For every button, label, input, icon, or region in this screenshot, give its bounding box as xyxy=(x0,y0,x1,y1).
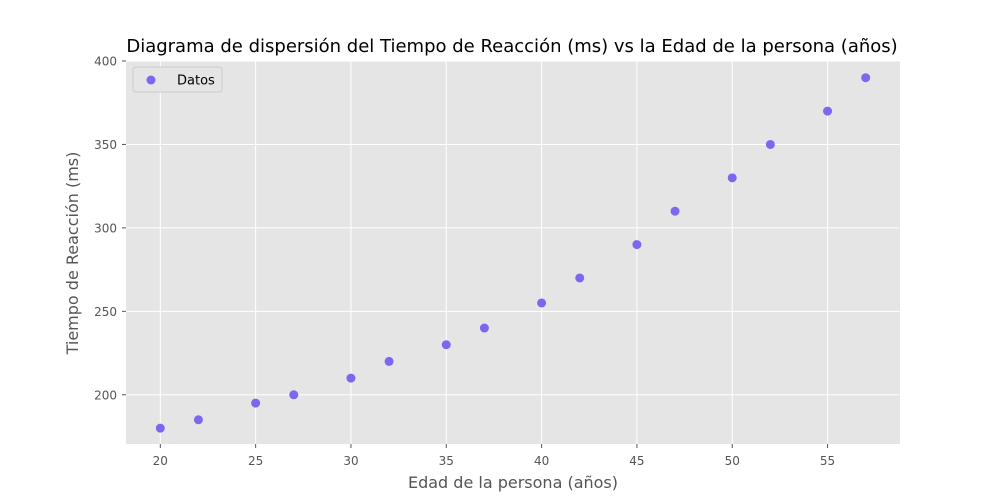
x-tick-label: 50 xyxy=(725,454,740,468)
data-point xyxy=(193,415,203,425)
data-point xyxy=(765,139,775,149)
plot-area xyxy=(126,61,900,444)
legend-marker xyxy=(146,75,156,85)
data-point xyxy=(346,373,356,383)
x-axis-ticks: 20 25 30 35 40 45 50 55 xyxy=(153,444,835,468)
y-axis-ticks: 200 250 300 350 400 xyxy=(94,55,126,402)
x-tick-label: 20 xyxy=(153,454,168,468)
legend-box xyxy=(132,66,223,93)
data-point xyxy=(251,398,261,408)
x-axis-label: Edad de la persona (años) xyxy=(408,473,618,492)
y-tick-label: 200 xyxy=(94,388,117,402)
x-tick-label: 55 xyxy=(820,454,835,468)
data-point xyxy=(632,240,642,250)
legend: Datos xyxy=(132,66,223,93)
x-tick-label: 35 xyxy=(439,454,454,468)
data-point xyxy=(575,273,585,283)
chart-title: Diagrama de dispersión del Tiempo de Rea… xyxy=(126,36,897,57)
data-point xyxy=(823,106,833,116)
data-point xyxy=(537,298,547,308)
y-tick-label: 250 xyxy=(94,305,117,319)
data-point xyxy=(861,73,871,83)
data-point xyxy=(441,340,451,350)
y-tick-label: 400 xyxy=(94,55,117,69)
y-axis-label: Tiempo de Reacción (ms) xyxy=(63,152,82,356)
grid-lines xyxy=(126,60,900,444)
data-point xyxy=(289,390,299,400)
y-tick-label: 300 xyxy=(94,221,117,235)
data-point xyxy=(155,423,165,433)
data-point xyxy=(384,356,394,366)
data-point xyxy=(670,206,680,216)
data-points xyxy=(155,73,871,433)
x-tick-label: 25 xyxy=(248,454,263,468)
data-point xyxy=(479,323,489,333)
legend-label: Datos xyxy=(177,74,215,89)
x-tick-label: 45 xyxy=(629,454,644,468)
x-tick-label: 40 xyxy=(534,454,549,468)
data-point xyxy=(727,173,737,183)
x-tick-label: 30 xyxy=(343,454,358,468)
y-tick-label: 350 xyxy=(94,138,117,152)
